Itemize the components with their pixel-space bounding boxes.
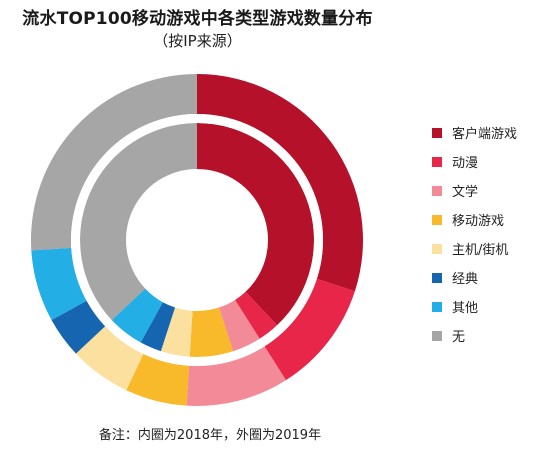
outer-ring-slice-7 [31, 247, 87, 320]
outer-ring-slice-6 [51, 300, 106, 354]
legend-label: 其他 [452, 301, 479, 316]
legend-swatch [432, 156, 442, 167]
outer-ring-slice-5 [75, 326, 144, 391]
legend-label: 移动游戏 [452, 214, 505, 229]
legend-item: 主机/街机 [432, 234, 517, 263]
legend-swatch [432, 272, 442, 283]
legend-label: 文学 [452, 185, 479, 200]
inner-ring-slice-7 [111, 288, 163, 343]
inner-ring-slice-3 [218, 299, 260, 352]
legend-swatch [432, 243, 442, 254]
inner-ring-slice-2 [235, 291, 278, 339]
legend-item: 无 [432, 321, 517, 350]
outer-ring-slice-8 [30, 74, 197, 251]
chart-legend: 客户端游戏动漫文学移动游戏主机/街机经典其他无 [432, 118, 517, 350]
legend-item: 文学 [432, 176, 517, 205]
legend-item: 其他 [432, 292, 517, 321]
legend-item: 客户端游戏 [432, 118, 517, 147]
outer-ring-slice-3 [186, 346, 286, 406]
inner-ring-slice-5 [160, 307, 193, 357]
chart-title: 流水TOP100移动游戏中各类型游戏数量分布 [22, 9, 373, 29]
inner-ring-slice-6 [140, 302, 176, 352]
legend-label: 动漫 [452, 156, 479, 171]
legend-label: 经典 [452, 272, 479, 287]
ring-separator [71, 114, 323, 366]
chart-subtitle: （按IP来源） [153, 32, 242, 50]
chart-note: 备注：内圈为2018年，外圈为2019年 [98, 428, 322, 443]
legend-swatch [432, 301, 442, 312]
outer-ring-slice-2 [264, 278, 355, 381]
inner-ring-slice-4 [189, 307, 234, 357]
legend-label: 主机/街机 [452, 243, 509, 258]
legend-swatch [432, 127, 442, 138]
inner-ring-slice-1 [197, 123, 315, 326]
legend-item: 经典 [432, 263, 517, 292]
outer-ring-slice-4 [126, 354, 190, 406]
legend-swatch [432, 185, 442, 196]
legend-label: 无 [452, 330, 466, 345]
legend-item: 动漫 [432, 147, 517, 176]
legend-item: 移动游戏 [432, 205, 517, 234]
legend-label: 客户端游戏 [452, 127, 518, 142]
legend-swatch [432, 214, 442, 225]
legend-swatch [432, 330, 442, 341]
outer-ring-slice-1 [197, 74, 364, 292]
inner-ring-slice-8 [79, 123, 197, 321]
